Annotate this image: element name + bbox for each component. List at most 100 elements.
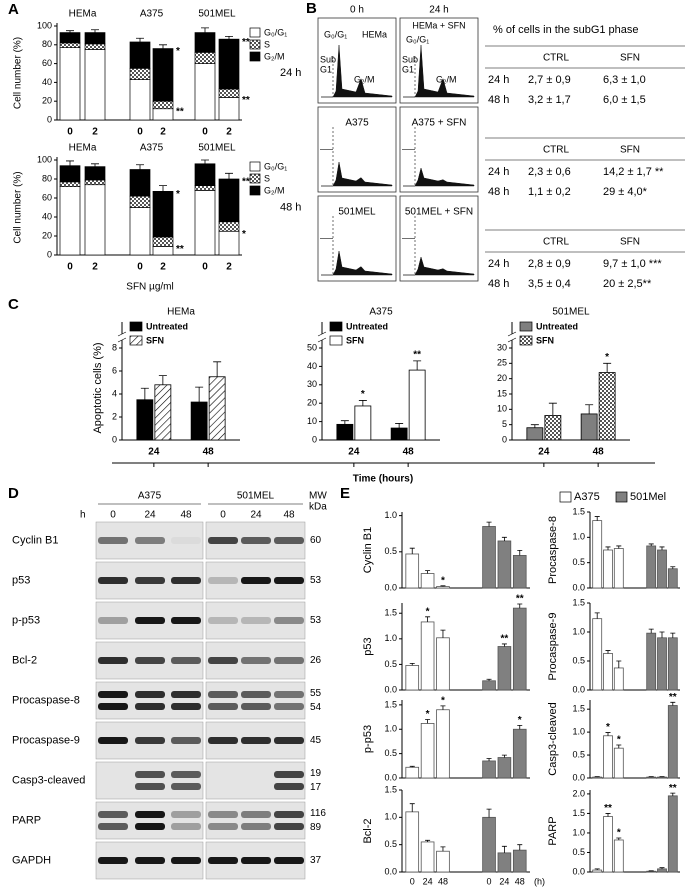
legend-swatch [615,491,628,503]
table-cell: 3,5 ± 0,4 [528,278,571,290]
error-bar [594,516,600,521]
chart-title: Procaspase-8 [547,516,559,584]
band [274,703,304,710]
band [98,737,128,744]
x-tick-label: 48 [593,447,605,458]
error-bar [648,628,654,634]
phase-label: G₀/G₁ [324,29,347,39]
error-bar [425,616,431,622]
band [135,737,165,744]
band [135,577,165,584]
significance: ** [176,106,184,117]
table-cell: 1,1 ± 0,2 [528,186,571,198]
bar [667,637,678,691]
y-tick-label: 0.0 [572,772,585,782]
bar [646,870,657,873]
error-bar [605,650,611,654]
bar-segment [194,51,216,64]
bar [408,369,426,441]
time-label: 24 h [280,67,301,79]
bar [154,384,172,441]
mw-label: 116 [310,808,326,819]
sample-label: 501MEL + SFN [405,207,473,218]
y-tick-label: 1.0 [572,726,585,736]
band [241,811,271,818]
band [274,537,304,544]
band [171,537,201,544]
band [208,783,238,790]
table-cell: 2,7 ± 0,9 [528,74,571,86]
y-tick-label: 1.0 [384,510,397,520]
x-tick-label: 2 [160,127,166,138]
band [274,691,304,698]
bar-segment [152,48,174,102]
y-tick-label: 5 [502,419,507,429]
bar [592,776,603,779]
axis-title: Cell number (%) [13,171,24,243]
protein-label: Procaspase-9 [12,734,80,746]
mw-label: 53 [310,575,322,586]
chart-title: Bcl-2 [362,818,374,843]
table-header: CTRL [543,53,570,64]
y-tick-label: 0 [47,114,52,124]
bar-segment [194,32,216,53]
blot [95,801,204,840]
protein-label: Cyclin B1 [12,534,58,546]
bar [613,548,624,589]
mw-label: 55 [310,688,322,699]
group-label: A375 [140,143,164,154]
table-cell: 3,2 ± 1,7 [528,94,571,106]
error-bar [201,27,209,33]
band [98,811,128,818]
mw-label: 19 [310,768,322,779]
y-tick-label: 25 [497,358,507,368]
significance: * [361,389,365,400]
error-bar [605,813,611,817]
x-tick-label: 24 [423,876,433,886]
legend-swatch [249,51,261,62]
legend-swatch [129,335,143,346]
bar-segment [84,179,106,186]
x-tick-label: 0 [67,127,73,138]
axis-title: Apoptotic cells (%) [92,342,104,433]
error-bar [486,678,492,681]
x-tick-label: 0 [202,127,208,138]
x-tick-label: 0 [137,262,143,273]
band [208,657,238,664]
band [208,617,238,624]
y-tick-label: 80 [42,39,52,49]
error-bar [140,387,149,400]
y-tick-label: 1.0 [384,633,397,643]
band [98,771,128,778]
header-label: kDa [309,502,327,513]
band [208,823,238,830]
bar [657,776,667,779]
bar-segment [152,236,174,247]
chart-title: p-p53 [362,725,374,753]
legend-swatch [249,173,261,184]
table-cell: 6,3 ± 1,0 [603,74,646,86]
histogram [403,256,475,276]
error-bar [659,631,665,638]
protein-label: Bcl-2 [12,654,37,666]
bar-segment [218,178,240,223]
error-bar [670,792,676,796]
legend-swatch [329,335,343,346]
x-tick-label: 2 [92,262,98,273]
x-tick-label: 24 [499,876,509,886]
histogram [403,44,475,98]
significance: * [441,575,445,586]
legend-label: 501Mel [630,491,666,503]
error-bar [409,765,415,768]
bar [512,849,527,873]
error-bar [159,185,167,192]
band [135,537,165,544]
bar [420,841,435,873]
band [171,703,201,710]
bar [497,757,512,779]
bar-segment [194,190,216,256]
bar [667,795,678,873]
table-cell: 24 h [488,258,509,270]
panel-label: A [8,1,19,18]
error-bar [585,404,594,414]
